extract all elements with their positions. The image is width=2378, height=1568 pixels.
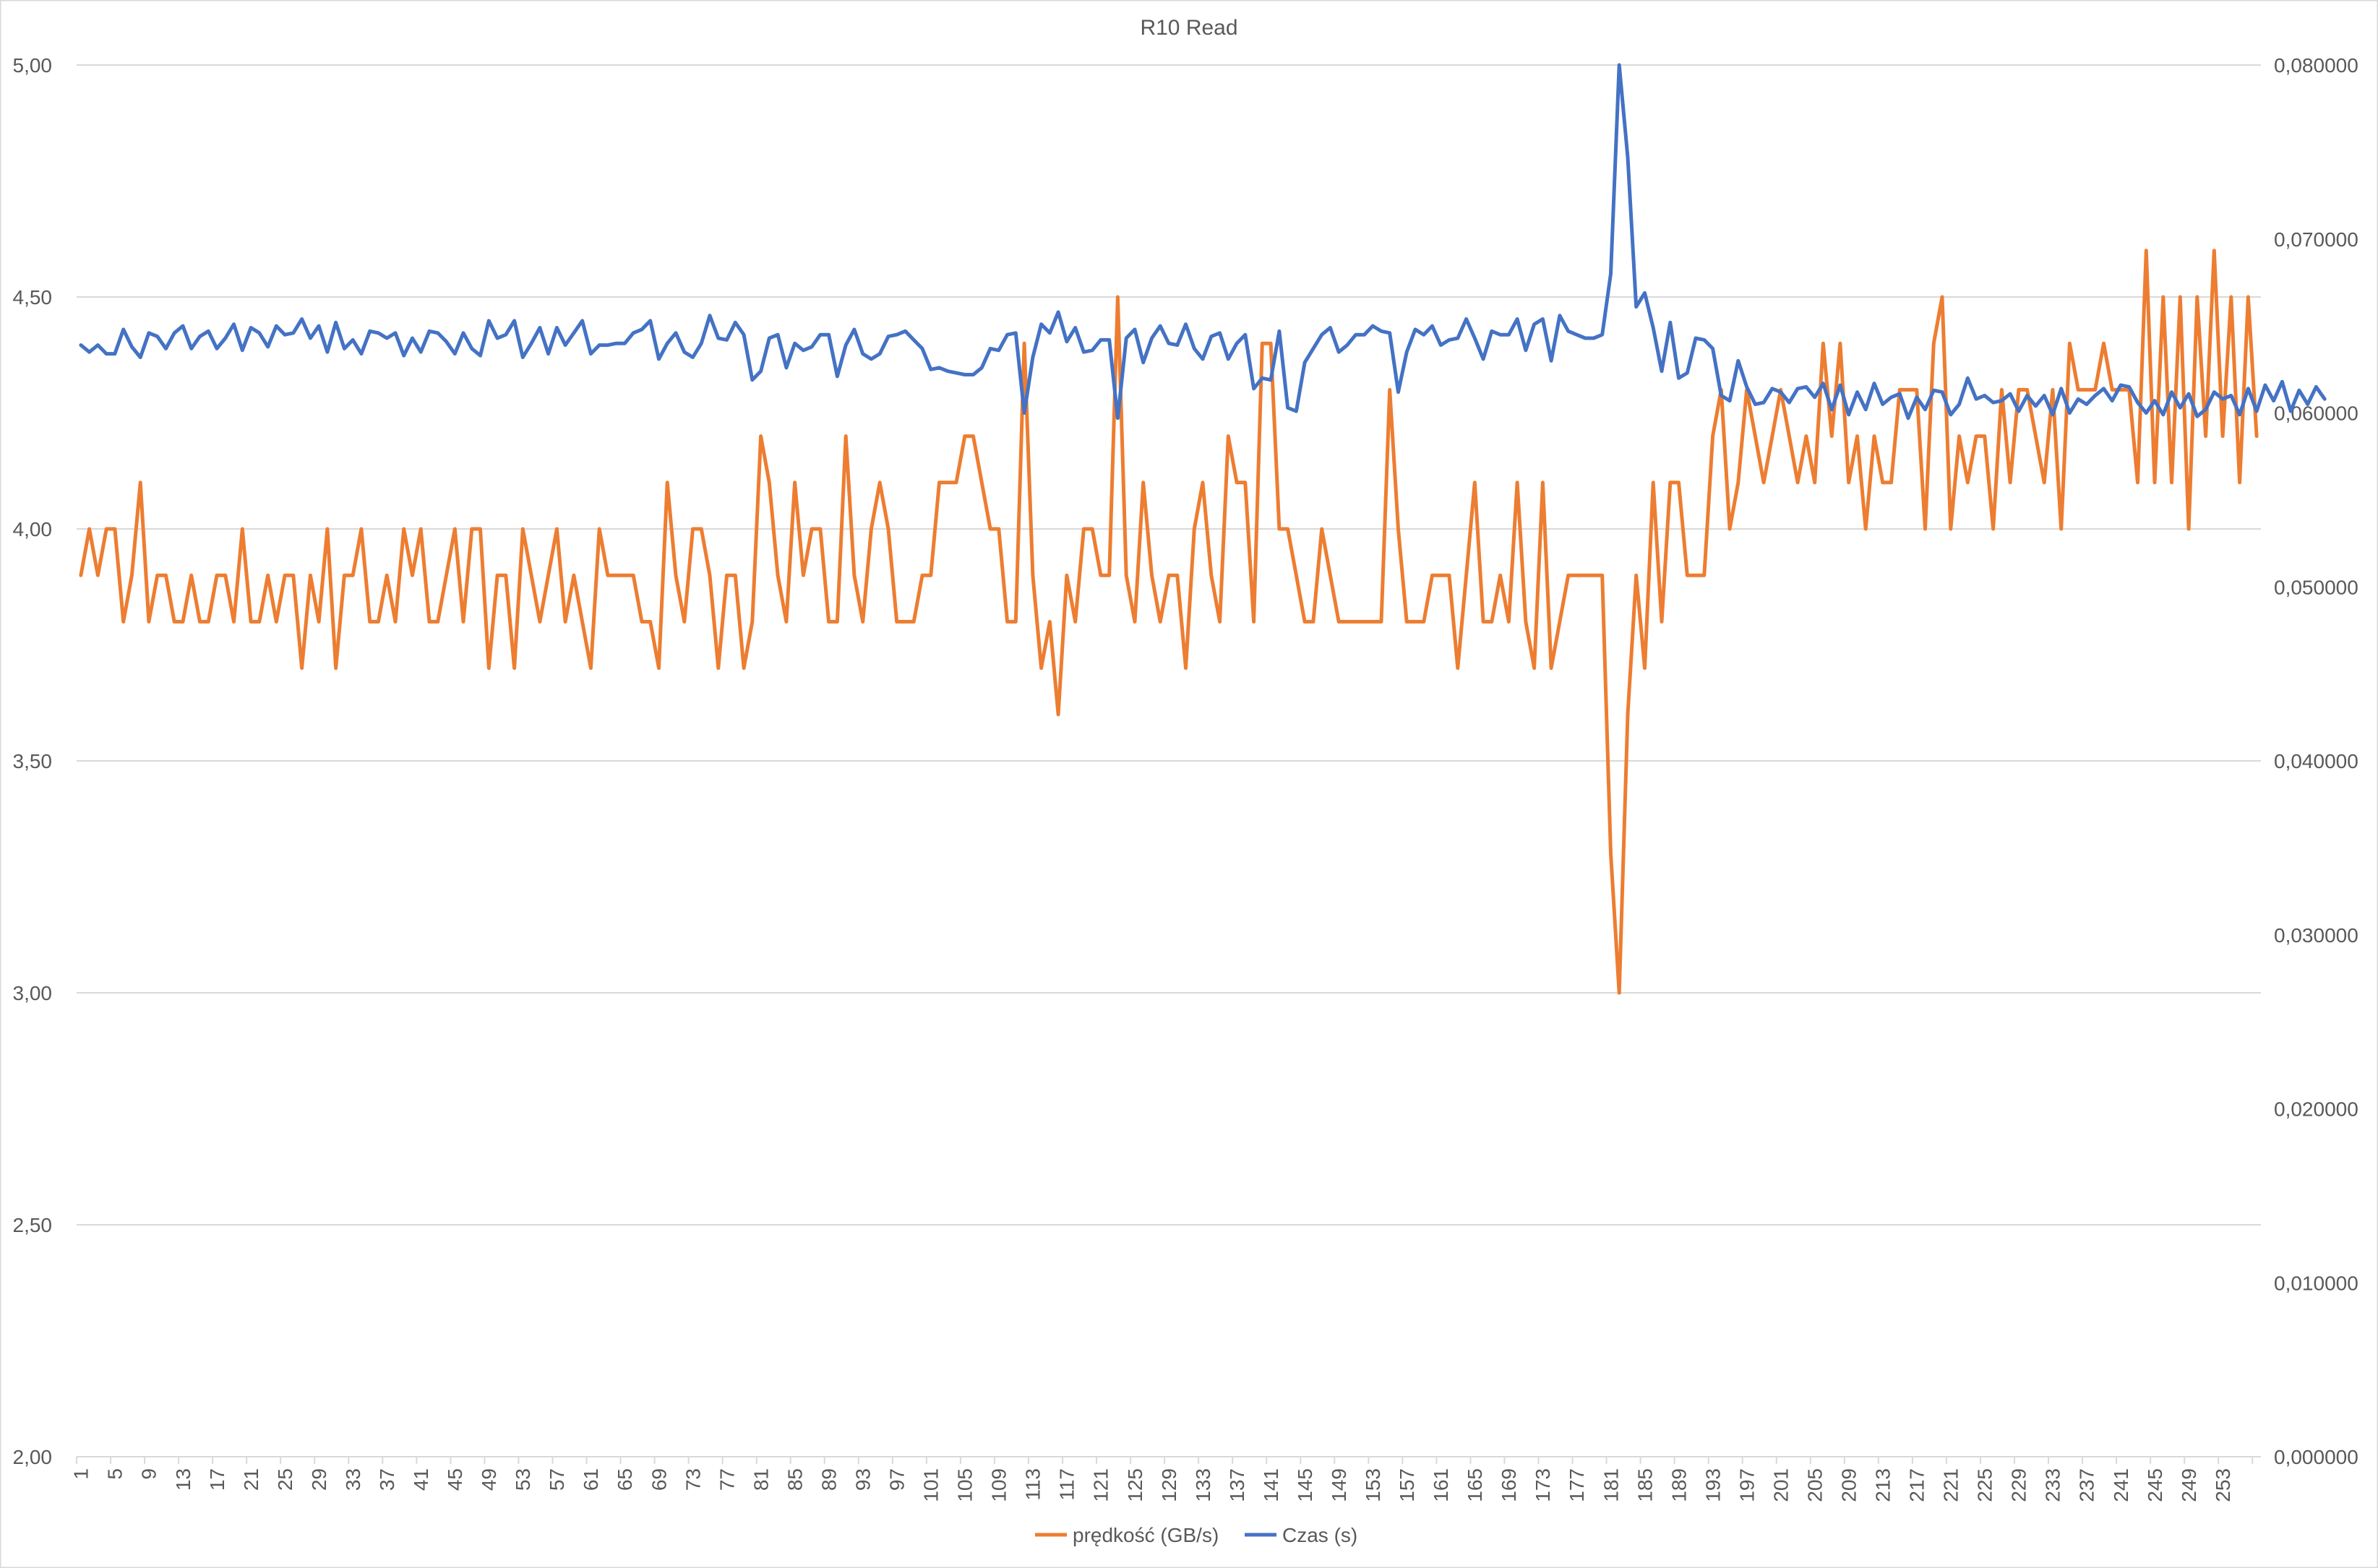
x-tick-label: 37: [376, 1468, 398, 1491]
chart-title: R10 Read: [1140, 16, 1237, 40]
x-tick-label: 17: [206, 1468, 228, 1491]
x-tick-label: 217: [1906, 1468, 1928, 1502]
y-left-tick-label: 3,50: [13, 750, 53, 772]
x-tick-label: 33: [342, 1468, 364, 1491]
x-tick-label: 185: [1634, 1468, 1656, 1502]
y-axis-left: 2,00 2,50 3,00 3,50 4,00 4,50 5,00: [13, 54, 53, 1468]
series-lines: [79, 63, 2327, 995]
y-right-tick-label: 0,080000: [2274, 54, 2358, 77]
x-tick-label: 193: [1701, 1468, 1724, 1502]
x-tick-label: 237: [2076, 1468, 2098, 1502]
x-tick-label: 9: [138, 1468, 160, 1480]
x-tick-label: 93: [851, 1468, 874, 1491]
y-left-tick-label: 2,50: [13, 1214, 53, 1236]
x-tick-label: 253: [2212, 1468, 2234, 1502]
x-tick-label: 245: [2144, 1468, 2166, 1502]
x-tick-label: 165: [1464, 1468, 1486, 1502]
x-tick-label: 209: [1838, 1468, 1860, 1502]
y-right-tick-label: 0,050000: [2274, 576, 2358, 598]
y-left-tick-label: 5,00: [13, 54, 53, 77]
x-tick-label: 69: [648, 1468, 670, 1491]
x-tick-label: 249: [2178, 1468, 2200, 1502]
x-tick-label: 81: [750, 1468, 772, 1491]
x-tick-label: 25: [274, 1468, 296, 1491]
y-left-tick-label: 3,00: [13, 982, 53, 1004]
x-tick-label: 149: [1328, 1468, 1350, 1502]
x-tick-label: 49: [478, 1468, 500, 1491]
x-axis: 1 5 9 13 17 21 25 29 33 37 41 45 49 53 57 61 65 69 73 77 81 8…: [70, 1457, 2254, 1502]
series-line-speed: [79, 249, 2259, 995]
x-tick-label: 241: [2110, 1468, 2132, 1502]
x-tick-label: 117: [1056, 1468, 1078, 1501]
x-tick-label: 73: [682, 1468, 704, 1491]
x-tick-label: 113: [1022, 1468, 1044, 1501]
legend: prędkość (GB/s) Czas (s): [1035, 1524, 1357, 1546]
x-tick-label: 89: [817, 1468, 840, 1491]
x-tick-label: 125: [1124, 1468, 1146, 1502]
x-tick-label: 221: [1940, 1468, 1962, 1502]
y-right-tick-label: 0,010000: [2274, 1272, 2358, 1294]
x-tick-label: 133: [1192, 1468, 1214, 1502]
y-axis-right: 0,000000 0,010000 0,020000 0,030000 0,040000…: [2274, 54, 2358, 1468]
x-tick-label: 57: [546, 1468, 568, 1491]
x-tick-label: 145: [1294, 1468, 1316, 1502]
y-right-tick-label: 0,070000: [2274, 228, 2358, 251]
x-tick-label: 141: [1260, 1468, 1282, 1502]
y-right-tick-label: 0,040000: [2274, 750, 2358, 772]
y-right-tick-label: 0,060000: [2274, 402, 2358, 425]
x-tick-label: 205: [1803, 1468, 1826, 1502]
series-line-time: [79, 63, 2327, 421]
x-tick-label: 21: [240, 1468, 262, 1491]
y-right-tick-label: 0,000000: [2274, 1446, 2358, 1468]
x-tick-label: 225: [1974, 1468, 1996, 1502]
x-tick-label: 61: [580, 1468, 602, 1491]
x-tick-label: 13: [172, 1468, 194, 1491]
x-tick-label: 173: [1532, 1468, 1554, 1502]
x-tick-label: 65: [614, 1468, 636, 1491]
x-tick-label: 129: [1158, 1468, 1180, 1502]
y-right-tick-label: 0,020000: [2274, 1098, 2358, 1121]
x-tick-label: 197: [1735, 1468, 1758, 1502]
x-tick-label: 157: [1396, 1468, 1418, 1502]
x-tick-label: 213: [1872, 1468, 1894, 1502]
y-left-tick-label: 4,00: [13, 518, 53, 540]
x-tick-label: 169: [1498, 1468, 1520, 1502]
x-tick-label: 229: [2008, 1468, 2030, 1502]
x-tick-label: 181: [1600, 1468, 1622, 1502]
x-tick-label: 177: [1566, 1468, 1588, 1502]
x-tick-label: 105: [954, 1468, 976, 1502]
legend-label-time: Czas (s): [1282, 1524, 1357, 1546]
x-tick-label: 5: [104, 1468, 126, 1480]
x-tick-label: 161: [1430, 1468, 1452, 1502]
x-tick-label: 97: [886, 1468, 909, 1491]
x-tick-label: 121: [1090, 1468, 1112, 1502]
x-tick-label: 53: [512, 1468, 534, 1491]
y-right-tick-label: 0,030000: [2274, 924, 2358, 947]
x-tick-label: 101: [920, 1468, 943, 1502]
x-tick-label: 45: [444, 1468, 466, 1491]
y-left-tick-label: 2,00: [13, 1446, 53, 1468]
x-tick-label: 29: [308, 1468, 330, 1491]
x-tick-label: 1: [70, 1468, 93, 1480]
x-tick-label: 109: [988, 1468, 1010, 1502]
x-tick-label: 189: [1667, 1468, 1690, 1502]
x-tick-label: 137: [1226, 1468, 1248, 1502]
gridlines: [77, 64, 2261, 1457]
x-tick-label: 85: [784, 1468, 806, 1491]
x-tick-label: 201: [1769, 1468, 1792, 1502]
x-tick-label: 153: [1362, 1468, 1384, 1502]
y-left-tick-label: 4,50: [13, 286, 53, 309]
legend-label-speed: prędkość (GB/s): [1073, 1524, 1219, 1546]
x-tick-label: 233: [2042, 1468, 2064, 1502]
x-tick-label: 77: [716, 1468, 738, 1491]
x-tick-label: 41: [410, 1468, 432, 1491]
